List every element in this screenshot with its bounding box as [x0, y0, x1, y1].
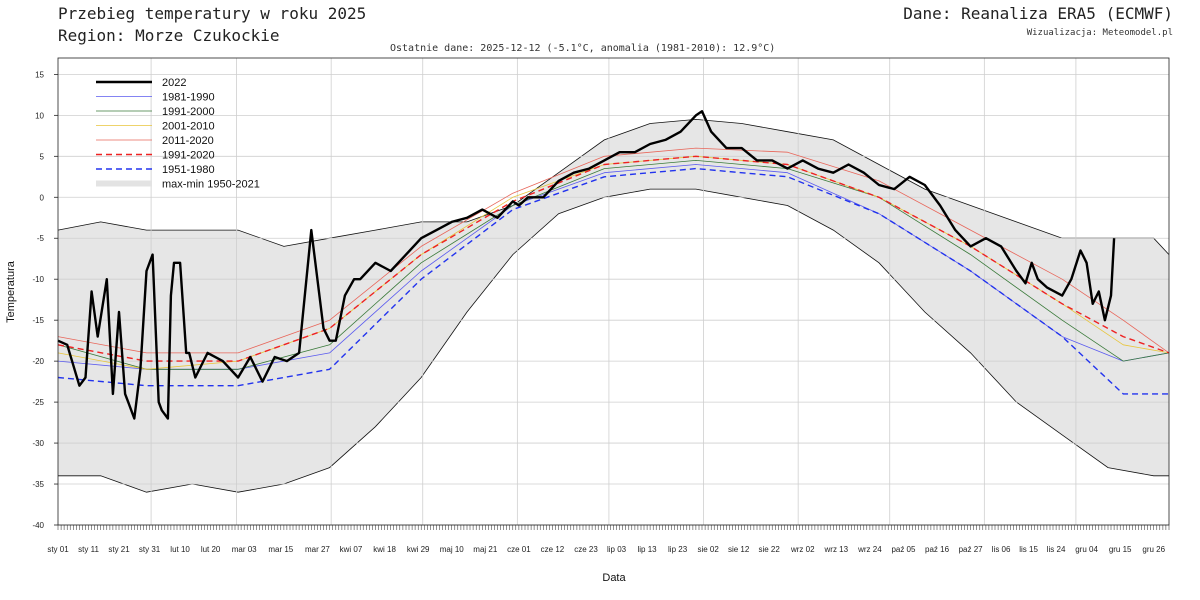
- x-tick-label: kwi 07: [340, 545, 363, 554]
- band-max-line: [57, 118, 1170, 255]
- x-tick-label: cze 01: [507, 545, 531, 554]
- y-tick-label: -25: [32, 398, 44, 407]
- x-tick-label: gru 04: [1075, 545, 1098, 554]
- series-line-1951-1980: [57, 167, 1169, 395]
- x-tick-label: wrz 24: [857, 545, 882, 554]
- max-min-band: [57, 118, 1170, 493]
- visualization-credit: Wizualizacja: Meteomodel.pl: [1026, 28, 1173, 38]
- y-axis-title: Temperatura: [5, 260, 17, 323]
- x-tick-label: paź 27: [959, 545, 984, 554]
- y-tick-label: -30: [32, 439, 44, 448]
- legend-label-2022: 2022: [162, 77, 186, 89]
- series-line-2001-2010: [57, 155, 1170, 370]
- x-tick-label: maj 10: [440, 545, 465, 554]
- y-axis: 15 10 5 0 -5 -10 -15 -20 -25 -30 -35 -40: [32, 70, 58, 530]
- y-tick-label: 15: [35, 70, 44, 79]
- legend: 2022 1981-1990 1991-2000 2001-2010 2011-2020…: [96, 77, 260, 191]
- x-tick-label: gru 15: [1109, 545, 1132, 554]
- y-tick-label: -40: [32, 521, 44, 530]
- x-tick-label: gru 26: [1142, 545, 1165, 554]
- x-tick-label: maj 21: [473, 545, 498, 554]
- x-tick-label: sie 12: [728, 545, 750, 554]
- y-tick-label: -10: [32, 275, 44, 284]
- x-axis: sty 01 sty 11 sty 21 sty 31 lut 10 lut 20 mar …: [47, 525, 1170, 554]
- y-tick-label: -15: [32, 316, 44, 325]
- x-tick-label: wrz 02: [790, 545, 815, 554]
- x-tick-label: sty 21: [108, 545, 130, 554]
- y-tick-label: -5: [37, 234, 45, 243]
- x-tick-label: sie 22: [758, 545, 780, 554]
- legend-label-1991-2020: 1991-2020: [162, 150, 215, 162]
- y-tick-label: 5: [40, 152, 45, 161]
- x-tick-label: lip 03: [607, 545, 627, 554]
- x-tick-label: paź 05: [891, 545, 916, 554]
- x-axis-title: Data: [602, 572, 626, 584]
- x-tick-label: mar 15: [268, 545, 293, 554]
- x-tick-label: cze 12: [541, 545, 565, 554]
- chart-title: Przebieg temperatury w roku 2025: [58, 4, 367, 23]
- series-line-2022: [57, 110, 1116, 420]
- x-tick-label: kwi 29: [407, 545, 430, 554]
- x-tick-label: lut 10: [170, 545, 190, 554]
- x-tick-label: sty 11: [78, 545, 99, 554]
- series-lines: [57, 110, 1170, 420]
- x-tick-label: lis 15: [1019, 545, 1038, 554]
- x-tick-label: paź 16: [925, 545, 950, 554]
- x-tick-label: kwi 18: [373, 545, 396, 554]
- band-fill: [58, 119, 1169, 493]
- x-tick-label: sty 01: [47, 545, 69, 554]
- series-line-2011-2020: [57, 147, 1170, 354]
- legend-label-2011-2020: 2011-2020: [162, 135, 214, 147]
- y-tick-label: -35: [32, 480, 44, 489]
- x-tick-label: mar 27: [305, 545, 330, 554]
- band-min-line: [58, 188, 1169, 493]
- y-tick-label: 10: [35, 111, 44, 120]
- y-tick-label: -20: [32, 357, 44, 366]
- y-tick-label: 0: [40, 193, 45, 202]
- legend-label-1951-1980: 1951-1980: [162, 164, 215, 176]
- x-tick-label: wrz 13: [824, 545, 849, 554]
- series-line-1981-1990: [57, 164, 1170, 370]
- x-tick-label: lip 23: [668, 545, 688, 554]
- legend-label-2001-2010: 2001-2010: [162, 121, 215, 133]
- data-source-label: Dane: Reanaliza ERA5 (ECMWF): [903, 4, 1173, 23]
- legend-label-1981-1990: 1981-1990: [162, 92, 215, 104]
- region-label: Region: Morze Czukockie: [58, 26, 280, 45]
- x-tick-label: lis 24: [1047, 545, 1066, 554]
- x-minor-ticks: [57, 525, 1170, 530]
- x-tick-label: lip 13: [638, 545, 658, 554]
- legend-label-band: max-min 1950-2021: [162, 179, 260, 191]
- x-tick-label: cze 23: [574, 545, 598, 554]
- x-tick-label: lut 20: [201, 545, 221, 554]
- x-tick-label: sie 02: [697, 545, 719, 554]
- x-tick-label: lis 06: [992, 545, 1011, 554]
- legend-label-1991-2000: 1991-2000: [162, 106, 215, 118]
- x-tick-label: mar 03: [232, 545, 257, 554]
- x-tick-label: sty 31: [139, 545, 161, 554]
- latest-data-note: Ostatnie dane: 2025-12-12 (-5.1°C, anoma…: [390, 43, 776, 54]
